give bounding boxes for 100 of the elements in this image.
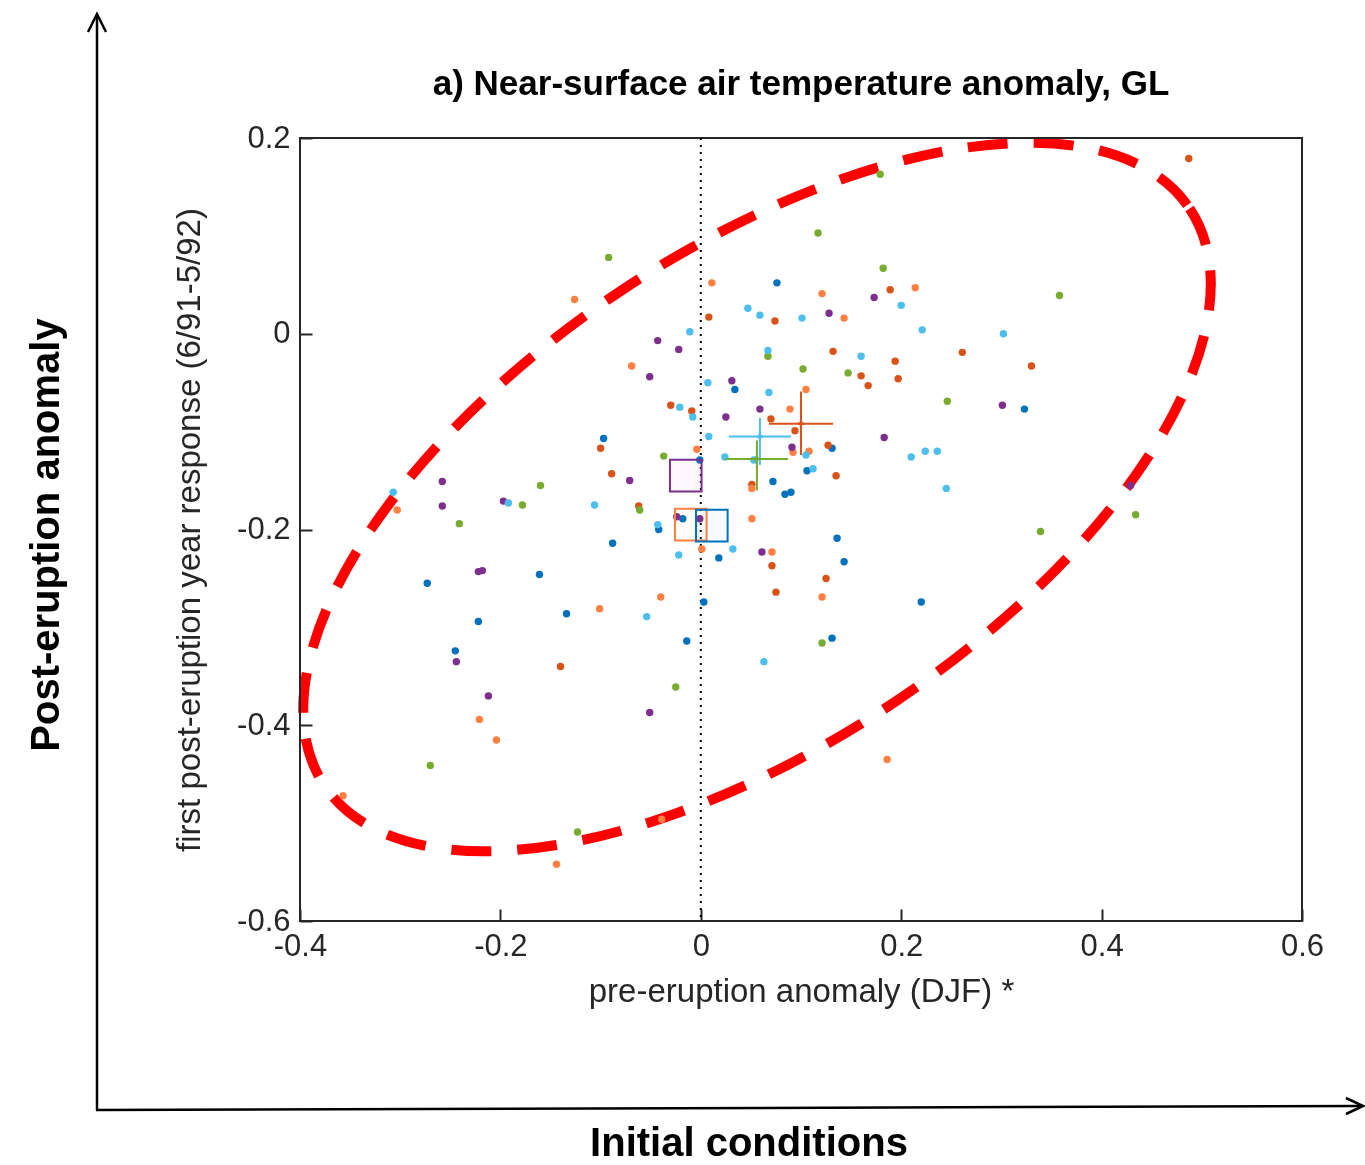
point: [625, 476, 634, 485]
point: [708, 279, 716, 287]
point: [891, 357, 899, 365]
point: [696, 515, 704, 523]
point: [478, 566, 487, 575]
point: [668, 458, 703, 493]
point: [451, 647, 460, 655]
point: [844, 369, 852, 377]
point: [918, 326, 926, 334]
point: [921, 447, 929, 455]
point: [758, 548, 766, 556]
point: [667, 401, 675, 409]
point: [894, 375, 902, 383]
point: [675, 345, 683, 354]
point: [883, 755, 891, 764]
text: Initial conditions: [590, 1119, 908, 1165]
point: [722, 413, 730, 421]
point: [695, 508, 729, 543]
point: [721, 453, 729, 461]
point: [607, 470, 616, 478]
point: [857, 352, 865, 360]
point: [645, 708, 654, 717]
point: [676, 403, 684, 411]
point: [818, 289, 826, 298]
point: [803, 467, 811, 475]
point: [864, 381, 872, 390]
point: [769, 477, 777, 486]
chart-title: a) Near-surface air temperature anomaly, GL: [432, 63, 1170, 102]
point: [683, 637, 691, 645]
point: [596, 444, 605, 452]
point: [675, 551, 683, 559]
point: [886, 286, 894, 294]
point: [744, 304, 752, 312]
point: [818, 639, 826, 647]
point: [518, 501, 527, 509]
point: [829, 347, 837, 356]
point: [818, 593, 826, 601]
point: [917, 598, 925, 606]
point: [729, 545, 737, 553]
point: [654, 336, 662, 345]
y-axis-title: first post-eruption year response (6/91-5/92): [170, 208, 208, 852]
x-tick-label: -0.2: [474, 927, 528, 963]
point: [840, 314, 848, 322]
point: [689, 413, 697, 421]
point: [824, 441, 832, 450]
point: [562, 609, 571, 618]
point: [1185, 154, 1193, 163]
point: [645, 373, 654, 381]
x-axis-title: pre-eruption anomaly (DJF) *: [588, 971, 1015, 1009]
point: [672, 683, 680, 691]
point: [696, 456, 704, 464]
y-tick-label: -0.4: [237, 706, 291, 742]
point: [942, 484, 950, 493]
point: [1055, 291, 1064, 300]
point: [756, 311, 764, 319]
point: [455, 519, 464, 528]
point: [798, 314, 806, 322]
point: [535, 570, 544, 579]
point: [1126, 481, 1135, 490]
point: [608, 539, 617, 547]
point: [426, 761, 434, 770]
point: [802, 385, 810, 394]
point: [802, 451, 810, 459]
point: [452, 657, 461, 666]
point: [832, 471, 840, 480]
point: [484, 692, 493, 700]
point: [590, 501, 599, 509]
point: [772, 588, 780, 596]
point: [339, 792, 347, 800]
point: [799, 365, 807, 373]
point: [765, 388, 773, 397]
point: [657, 593, 665, 601]
point: [438, 502, 446, 510]
point: [771, 317, 779, 325]
x-tick-label: 0.4: [1080, 927, 1124, 963]
point: [504, 499, 513, 507]
point: [879, 264, 887, 272]
point: [1036, 527, 1045, 536]
text: Post-eruption anomaly: [22, 318, 68, 752]
point: [773, 279, 781, 287]
point: [475, 715, 484, 724]
point: [705, 432, 713, 441]
y-tick-label: 0: [273, 315, 291, 351]
x-tick-label: 0.2: [880, 927, 924, 963]
point: [786, 405, 794, 413]
point: [857, 372, 865, 380]
point: [673, 513, 681, 521]
point: [700, 598, 708, 606]
point: [635, 506, 644, 514]
point: [787, 488, 795, 497]
point: [788, 443, 796, 451]
point: [423, 579, 431, 588]
point: [828, 634, 836, 642]
point: [536, 481, 545, 490]
point: [599, 434, 608, 443]
point: [814, 229, 822, 237]
point: [715, 554, 723, 562]
point: [731, 385, 739, 394]
point: [999, 330, 1008, 338]
point: [809, 465, 817, 473]
